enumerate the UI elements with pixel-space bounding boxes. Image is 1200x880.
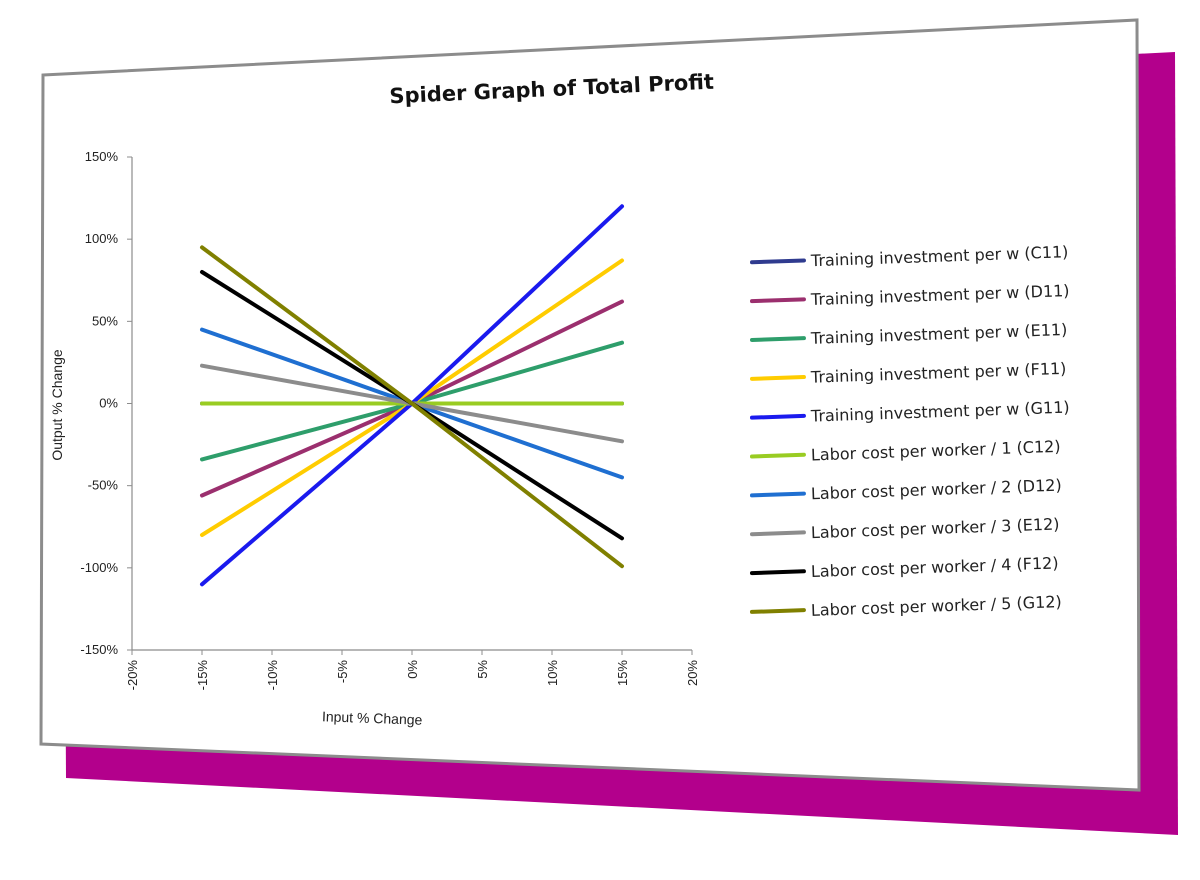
legend-swatch — [749, 608, 806, 614]
legend-swatch — [749, 491, 806, 498]
x-tick-label: 15% — [615, 660, 630, 686]
legend-swatch — [749, 530, 806, 537]
x-tick-label: 20% — [685, 660, 700, 686]
legend-swatch — [750, 258, 806, 265]
x-tick-label: 10% — [545, 660, 560, 686]
y-tick-label: 50% — [92, 313, 118, 328]
x-tick-label: 0% — [405, 660, 420, 679]
legend-swatch — [749, 569, 806, 576]
y-tick-label: -100% — [80, 560, 118, 575]
legend-swatch — [749, 452, 806, 459]
x-tick-label: -20% — [125, 660, 140, 691]
x-axis-ticks: -20% -15% -10% -5% 0% 5% 10% 15% 20% — [125, 650, 700, 690]
y-tick-label: 100% — [85, 231, 119, 246]
y-axis-title: Output % Change — [49, 349, 65, 461]
legend-swatch — [749, 413, 806, 420]
x-tick-label: -15% — [195, 660, 210, 691]
y-axis-ticks: 150% 100% 50% 0% -50% -100% -150% — [80, 149, 132, 657]
legend-swatch — [749, 375, 806, 381]
y-tick-label: -50% — [88, 478, 119, 493]
x-tick-label: -5% — [335, 660, 350, 684]
y-tick-label: -150% — [80, 642, 118, 657]
y-tick-label: 150% — [85, 149, 119, 164]
x-tick-label: 5% — [475, 660, 490, 679]
legend-swatch — [749, 336, 806, 342]
series-lines — [200, 204, 624, 587]
y-tick-label: 0% — [99, 396, 118, 411]
x-axis-title: Input % Change — [322, 708, 423, 728]
series-line-10 — [200, 245, 624, 569]
x-tick-label: -10% — [265, 660, 280, 691]
legend-swatch — [749, 297, 806, 304]
plot-area: 150% 100% 50% 0% -50% -100% -150% -20% -15% -10%… — [49, 149, 700, 728]
